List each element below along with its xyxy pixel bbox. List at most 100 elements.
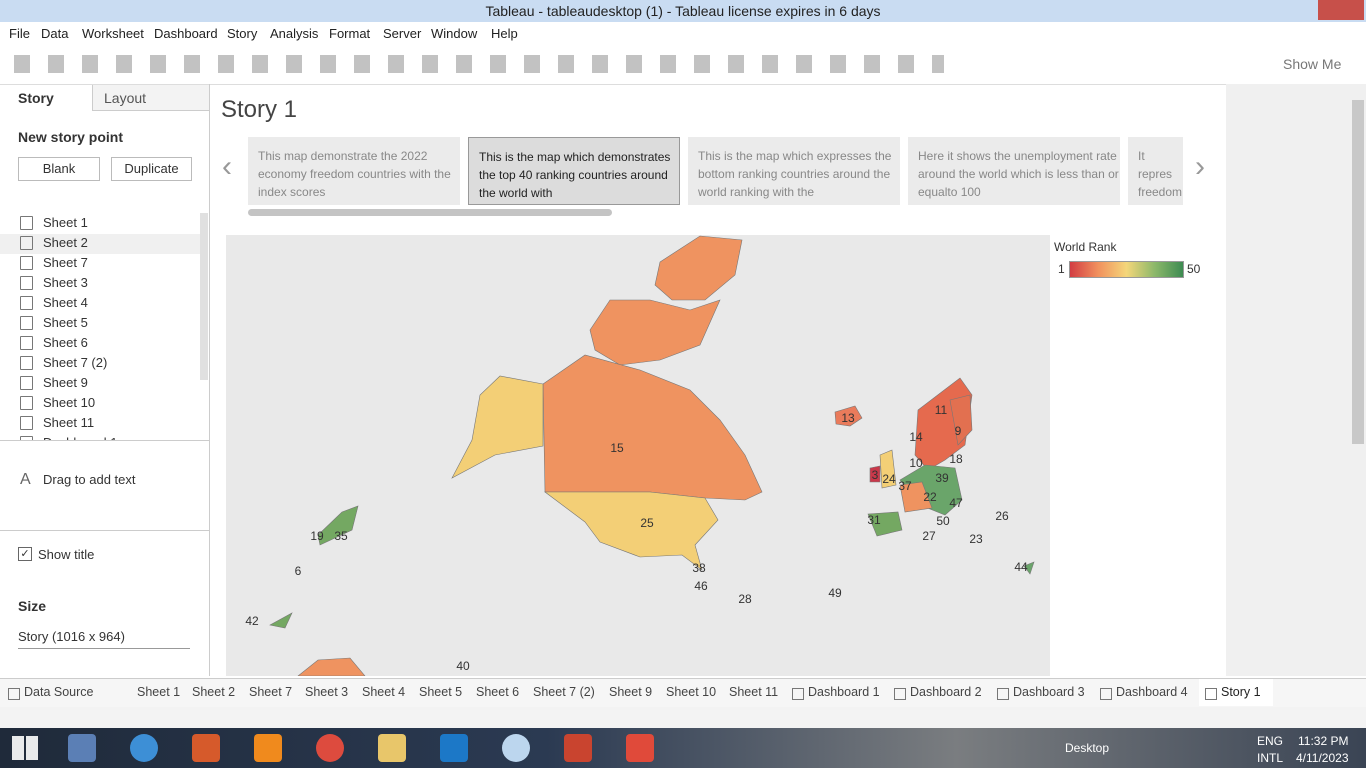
taskbar-app[interactable] xyxy=(192,734,220,762)
sheet-tab[interactable]: Sheet 7 xyxy=(249,685,293,699)
sheet-tab[interactable]: Dashboard 4 xyxy=(1116,685,1188,699)
menu-item[interactable]: Window xyxy=(431,26,478,41)
map-label: 42 xyxy=(245,614,259,628)
taskbar-app[interactable] xyxy=(130,734,158,762)
next-arrow[interactable]: › xyxy=(1195,150,1205,183)
taskbar-app[interactable] xyxy=(254,734,282,762)
sheet-tab[interactable]: Dashboard 2 xyxy=(910,685,982,699)
scroll-thumb[interactable] xyxy=(1352,100,1364,444)
sheet-item[interactable]: Sheet 1 xyxy=(43,215,88,230)
sheet-tab[interactable]: Data Source xyxy=(24,685,94,699)
sheet-item[interactable]: Sheet 10 xyxy=(43,395,96,410)
sheet-item[interactable]: Sheet 7 (2) xyxy=(43,355,108,370)
sheet-tab[interactable]: Sheet 2 xyxy=(192,685,236,699)
start-button[interactable] xyxy=(12,736,38,760)
blank-button[interactable]: Blank xyxy=(18,157,100,181)
menu-item[interactable]: File xyxy=(9,26,30,41)
clock-time[interactable]: 11:32 PM xyxy=(1298,734,1349,748)
lang-intl[interactable]: INTL xyxy=(1257,751,1284,765)
sheet-item[interactable]: Dashboard 1 xyxy=(43,435,117,440)
duplicate-button[interactable]: Duplicate xyxy=(111,157,192,181)
story-point[interactable]: This is the map which expresses the bott… xyxy=(688,137,900,205)
sheet-tab[interactable]: Sheet 6 xyxy=(476,685,520,699)
desktop-label[interactable]: Desktop xyxy=(1065,741,1110,755)
sheet-tab[interactable]: Sheet 10 xyxy=(666,685,717,699)
prev-arrow[interactable]: ‹ xyxy=(222,150,232,183)
sheet-list: Sheet 1 Sheet 2 Sheet 7 Sheet 3 Sheet 4 Sheet… xyxy=(0,213,209,441)
story-tab[interactable]: Story xyxy=(18,90,54,106)
israel xyxy=(1023,561,1035,575)
taskbar-app[interactable] xyxy=(564,734,592,762)
map-label: 50 xyxy=(936,514,950,528)
sheet-item[interactable]: Sheet 3 xyxy=(43,275,88,290)
drag-text[interactable]: Drag to add text xyxy=(43,472,136,487)
story-point[interactable]: It repres freedom the worl xyxy=(1128,137,1183,205)
taskbar-app[interactable] xyxy=(316,734,344,762)
menu-item[interactable]: Analysis xyxy=(270,26,319,41)
sheet-tab[interactable]: Sheet 4 xyxy=(362,685,406,699)
iceland xyxy=(834,405,863,427)
show-title-checkbox[interactable]: ✓ xyxy=(18,547,32,561)
story-point[interactable]: This map demonstrate the 2022 economy fr… xyxy=(248,137,460,205)
size-label: Size xyxy=(18,598,47,614)
divider xyxy=(0,530,209,531)
menu-item[interactable]: Dashboard xyxy=(154,26,218,41)
map-label: 37 xyxy=(898,479,912,493)
sheet-tab[interactable]: Dashboard 3 xyxy=(1013,685,1085,699)
legend-title: World Rank xyxy=(1054,240,1117,254)
layout-tab[interactable]: Layout xyxy=(104,90,147,106)
map-label: 38 xyxy=(692,561,706,575)
sheet-item[interactable]: Sheet 7 xyxy=(43,255,88,270)
taskbar-app[interactable] xyxy=(626,734,654,762)
story-title: Story 1 xyxy=(221,96,298,123)
sheet-tab[interactable]: Dashboard 1 xyxy=(808,685,880,699)
sheet-tab[interactable]: Sheet 11 xyxy=(729,685,779,699)
greenland xyxy=(654,235,743,301)
sheet-tab[interactable]: Sheet 7 (2) xyxy=(533,685,595,699)
tab-icon xyxy=(894,688,906,700)
clock-date[interactable]: 4/11/2023 xyxy=(1296,751,1349,765)
size-dropdown[interactable]: Story (1016 x 964) xyxy=(18,629,190,649)
sheet-item[interactable]: Sheet 9 xyxy=(43,375,88,390)
taskbar-app[interactable] xyxy=(440,734,468,762)
sheet-item[interactable]: Sheet 4 xyxy=(43,295,88,310)
menu-item[interactable]: Format xyxy=(329,26,371,41)
menu-item[interactable]: Help xyxy=(491,26,518,41)
sheet-icon xyxy=(20,276,33,290)
menu-item[interactable]: Data xyxy=(41,26,69,41)
window-title: Tableau - tableaudesktop (1) - Tableau l… xyxy=(485,3,881,19)
sheet-item[interactable]: Sheet 11 xyxy=(43,415,95,430)
tab-icon xyxy=(1100,688,1112,700)
ireland xyxy=(869,465,881,483)
show-me-button[interactable]: Show Me xyxy=(1283,56,1342,72)
sheet-tab[interactable]: Sheet 5 xyxy=(419,685,463,699)
menu-item[interactable]: Story xyxy=(227,26,258,41)
tab-icon xyxy=(8,688,20,700)
sheet-tab[interactable]: Sheet 9 xyxy=(609,685,653,699)
map-label: 49 xyxy=(828,586,842,600)
sheet-icon xyxy=(20,416,33,430)
lang-eng[interactable]: ENG xyxy=(1257,734,1284,748)
close-button[interactable] xyxy=(1318,0,1364,20)
points-scrollbar[interactable] xyxy=(248,209,612,216)
sheet-item[interactable]: Sheet 6 xyxy=(43,335,88,350)
map-label: 11 xyxy=(934,403,948,417)
sheet-item[interactable]: Sheet 2 xyxy=(43,235,88,250)
new-story-point-label: New story point xyxy=(18,129,124,145)
taskbar-app[interactable] xyxy=(68,734,96,762)
story-point[interactable]: Here it shows the unemployment rate arou… xyxy=(908,137,1120,205)
sheet-tab[interactable]: Story 1 xyxy=(1221,685,1261,699)
sheet-tab[interactable]: Sheet 3 xyxy=(305,685,349,699)
taskbar-app[interactable] xyxy=(378,734,406,762)
taskbar-app[interactable] xyxy=(502,734,530,762)
legend-min: 1 xyxy=(1058,262,1065,276)
sheet-tab[interactable]: Sheet 1 xyxy=(137,685,181,699)
menu-item[interactable]: Server xyxy=(383,26,422,41)
sheet-icon xyxy=(20,376,33,390)
canvas-gray xyxy=(1226,84,1350,676)
story-point[interactable]: This is the map which demonstrates the t… xyxy=(468,137,680,205)
tab-icon xyxy=(792,688,804,700)
menu-item[interactable]: Worksheet xyxy=(82,26,144,41)
scrollbar[interactable] xyxy=(1350,84,1366,676)
sheet-item[interactable]: Sheet 5 xyxy=(43,315,88,330)
